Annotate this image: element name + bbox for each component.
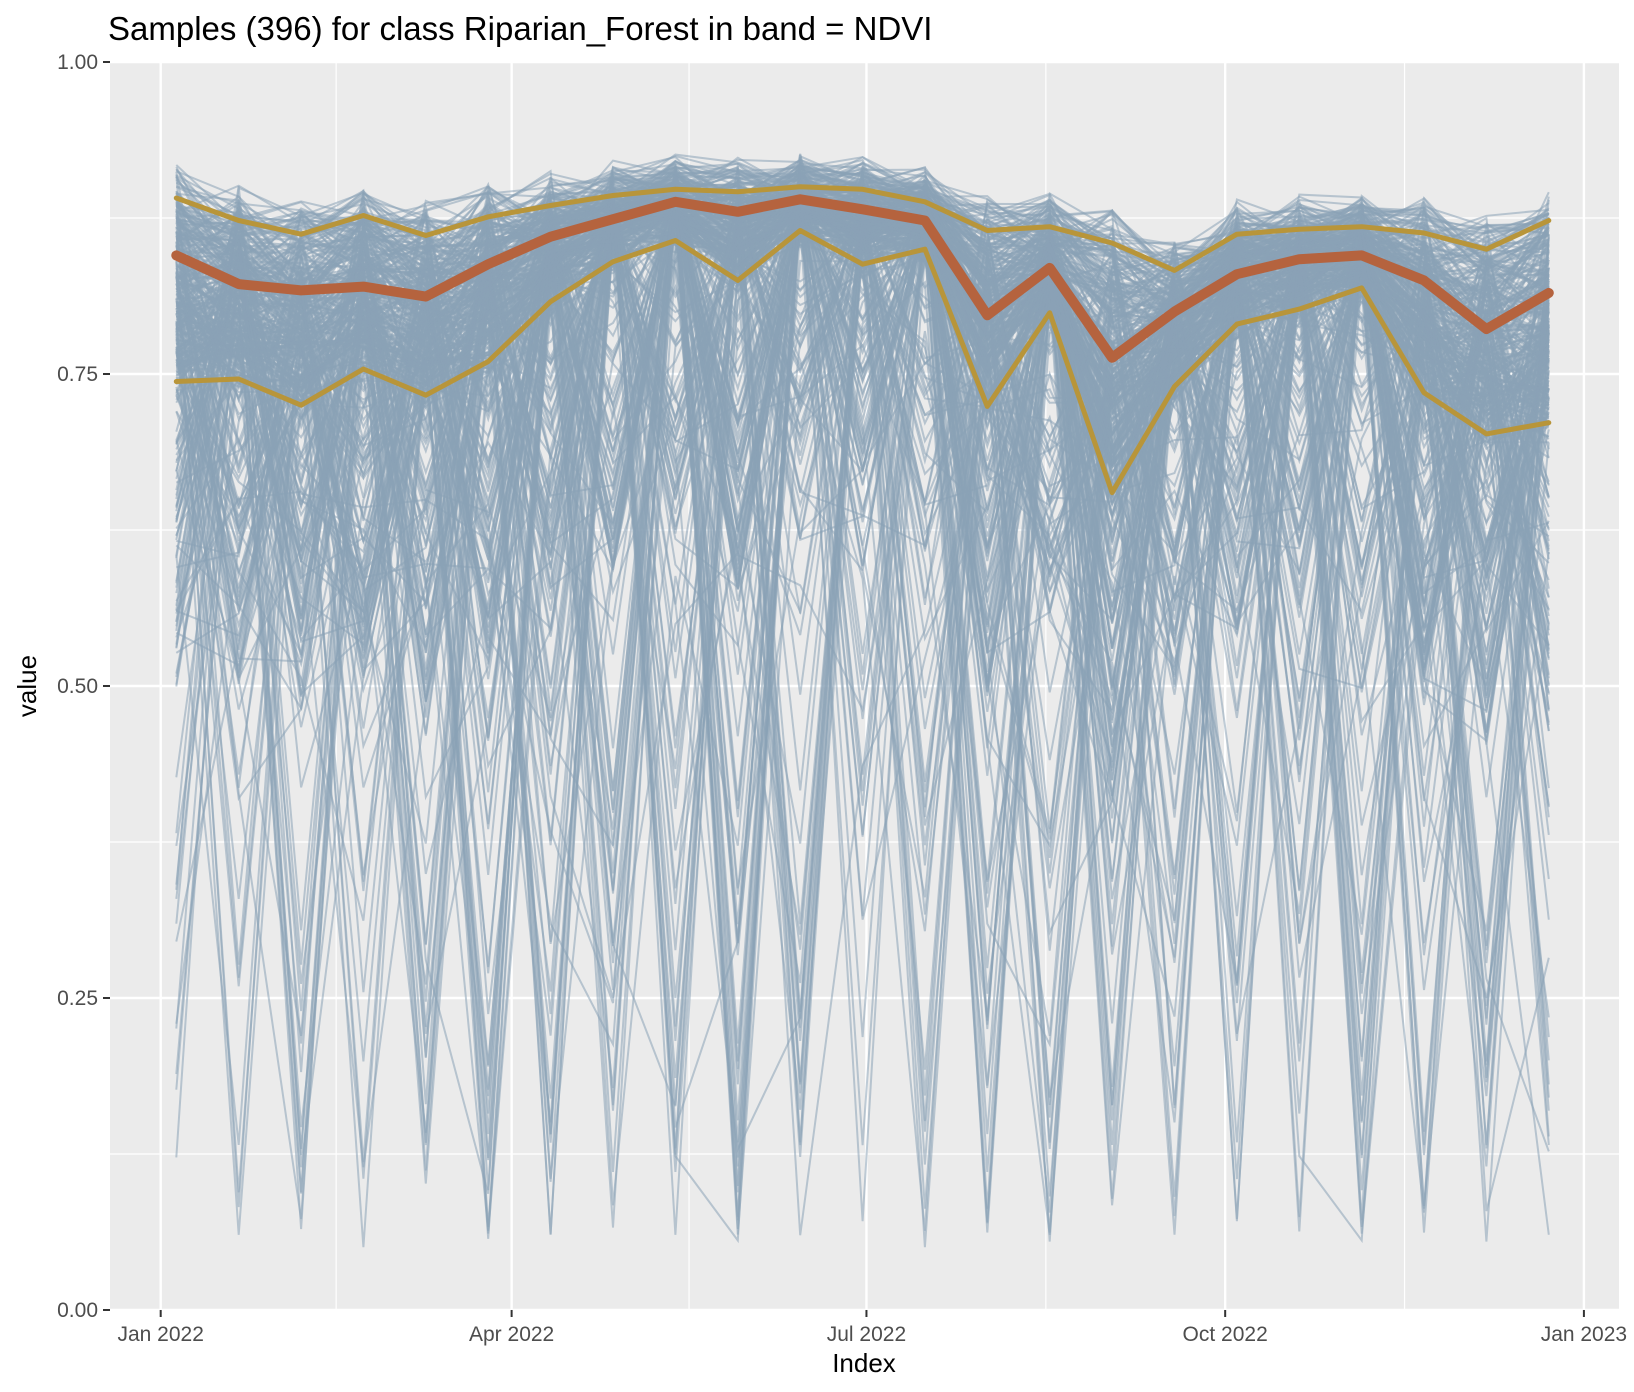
- sample-line: [175, 161, 1550, 978]
- x-tick-label: Apr 2022: [469, 1323, 554, 1346]
- sample-line: [175, 191, 1550, 889]
- y-tick-label: 1.00: [57, 51, 98, 74]
- sample-lines: [175, 153, 1550, 1248]
- sample-line: [175, 174, 1550, 1208]
- x-tick-label: Oct 2022: [1183, 1323, 1268, 1346]
- sample-line: [175, 186, 1550, 985]
- upper-quantile-line: [173, 184, 1552, 273]
- y-tick-label: 0.25: [57, 987, 98, 1010]
- sample-line: [175, 193, 1550, 736]
- y-tick-label: 0.50: [57, 675, 98, 698]
- lower-quantile-line: [173, 228, 1552, 496]
- chart-title: Samples (396) for class Riparian_Forest …: [108, 10, 932, 47]
- y-tick-label: 0.00: [57, 1299, 98, 1322]
- mean-line: [171, 194, 1554, 363]
- sample-line: [175, 215, 1550, 836]
- y-axis-label: value: [12, 655, 42, 717]
- sample-line: [176, 182, 1550, 1037]
- y-axis: 0.00 0.25 0.50 0.75 1.00: [57, 51, 110, 1322]
- x-tick-label: Jan 2022: [117, 1323, 203, 1346]
- sample-line: [175, 171, 1550, 925]
- x-axis: Jan 2022 Apr 2022 Jul 2022 Oct 2022 Jan 2023: [117, 1310, 1627, 1346]
- sample-line: [175, 168, 1550, 687]
- sample-line: [175, 190, 1549, 1121]
- sample-line: [176, 168, 1550, 569]
- x-tick-label: Jul 2022: [827, 1323, 906, 1346]
- x-tick-label: Jan 2023: [1541, 1323, 1627, 1346]
- sample-line: [175, 191, 1550, 557]
- sample-line: [175, 182, 1549, 783]
- summary-lines: [171, 184, 1554, 496]
- y-tick-label: 0.75: [57, 363, 98, 386]
- x-axis-label: Index: [832, 1348, 896, 1378]
- sample-line: [175, 183, 1550, 1172]
- sample-line: [175, 181, 1550, 1222]
